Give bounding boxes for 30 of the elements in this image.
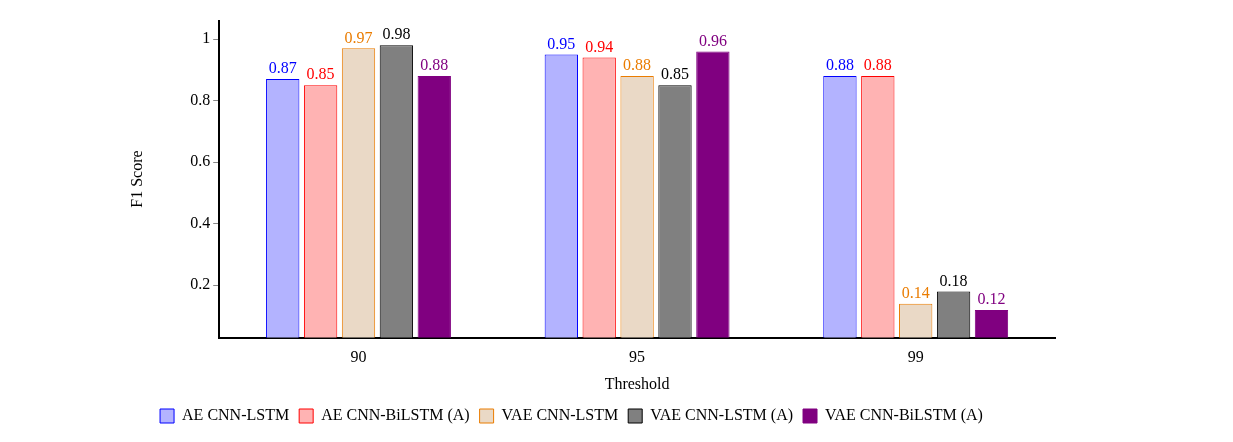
data-label: 0.18: [939, 271, 968, 289]
y-tick-label: 0.4: [190, 213, 211, 231]
y-axis-title: F1 Score: [127, 150, 145, 208]
data-label: 0.98: [382, 25, 411, 43]
data-label: 0.97: [344, 28, 373, 46]
legend-label: VAE CNN-BiLSTM (A): [825, 406, 983, 425]
data-label: 0.88: [825, 56, 854, 74]
data-label: 0.85: [306, 65, 335, 83]
data-label: 0.94: [585, 37, 614, 55]
data-label: 0.12: [977, 290, 1006, 308]
data-label: 0.95: [547, 34, 576, 52]
data-label: 0.88: [863, 56, 892, 74]
data-label: 0.87: [268, 59, 297, 77]
legend-label: AE CNN-BiLSTM (A): [321, 406, 470, 425]
y-tick-label: 0.6: [190, 152, 211, 170]
data-label: 0.88: [623, 56, 652, 74]
x-tick-label: 95: [629, 348, 646, 366]
data-label: 0.96: [698, 31, 727, 49]
y-tick-label: 0.8: [190, 90, 211, 108]
x-tick-label: 90: [350, 348, 367, 366]
data-label: 0.85: [660, 65, 689, 83]
legend-label: AE CNN-LSTM: [182, 406, 290, 424]
legend-label: VAE CNN-LSTM (A): [650, 406, 794, 425]
data-label: 0.14: [901, 283, 930, 301]
data-label: 0.88: [420, 56, 449, 74]
y-tick-label: 0.2: [190, 275, 211, 293]
x-tick-label: 99: [907, 348, 924, 366]
y-tick-label: 1: [202, 29, 211, 47]
x-axis-title: Threshold: [604, 374, 670, 392]
legend-label: VAE CNN-LSTM: [501, 406, 619, 424]
